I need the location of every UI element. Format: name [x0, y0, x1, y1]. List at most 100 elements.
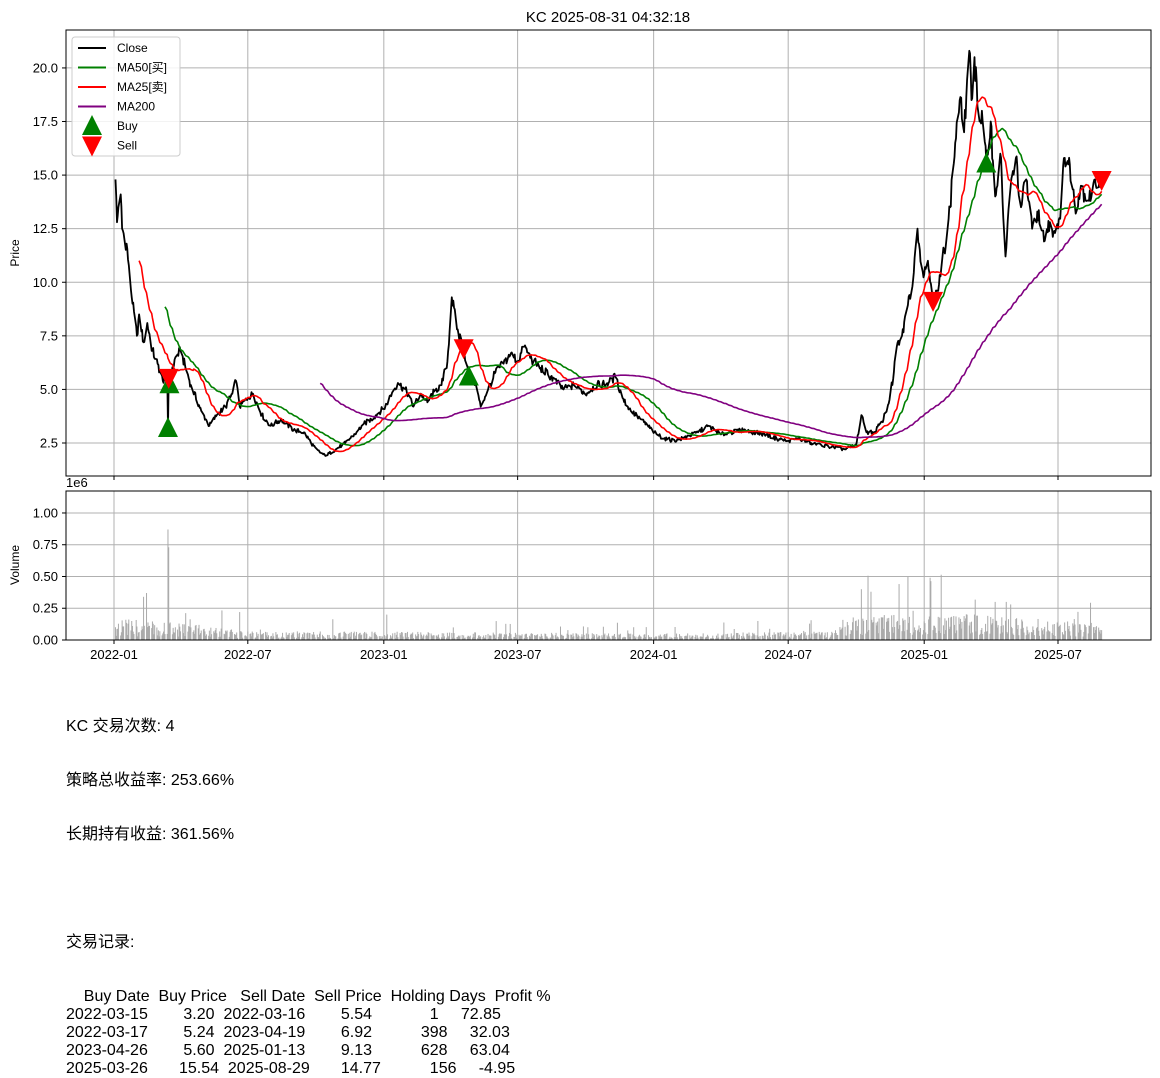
legend-label: MA25[卖] — [117, 80, 167, 94]
axes: 2022-01 2022-07 2023-01 2023-07 2024-01 2024-… — [33, 60, 1082, 662]
volume-bar — [415, 634, 417, 640]
volume-bar — [410, 633, 412, 640]
volume-bar — [348, 637, 350, 640]
volume-bar — [117, 623, 119, 640]
volume-bar — [965, 614, 967, 640]
volume-bar — [334, 636, 336, 640]
volume-bar — [956, 630, 958, 640]
volume-bar — [302, 634, 304, 640]
volume-bar — [707, 636, 709, 640]
price-ytick-label: 20.0 — [33, 60, 58, 75]
volume-bar — [376, 636, 378, 640]
volume-bar — [764, 632, 766, 640]
volume-bar — [832, 633, 834, 640]
volume-bar — [200, 630, 202, 640]
volume-bar — [789, 636, 791, 640]
volume-bar — [1077, 611, 1079, 640]
volume-bar — [1090, 602, 1092, 640]
volume-bar — [751, 636, 753, 640]
volume-bar — [907, 576, 909, 640]
volume-bar — [233, 634, 235, 640]
volume-bar — [219, 636, 221, 640]
volume-bar — [386, 614, 388, 640]
volume-bar — [654, 637, 656, 640]
volume-bar — [982, 633, 984, 640]
volume-bar — [1058, 626, 1060, 640]
volume-bar — [261, 635, 263, 640]
volume-bar — [503, 637, 505, 640]
volume-bar — [214, 632, 216, 640]
volume-bar — [742, 632, 744, 640]
volume-bar — [594, 635, 596, 640]
volume-bar — [949, 626, 951, 640]
volume-bar — [432, 636, 434, 640]
volume-bar — [147, 622, 149, 640]
volume-bar — [1062, 634, 1064, 640]
volume-bar — [297, 633, 299, 640]
volume-bar — [479, 636, 481, 640]
volume-bar — [685, 635, 687, 640]
volume-bar — [468, 636, 470, 640]
volume-bar — [1007, 633, 1009, 640]
volume-bar — [609, 638, 611, 640]
volume-bar — [146, 593, 148, 640]
volume-bar — [396, 631, 398, 640]
volume-bar — [1101, 630, 1103, 640]
volume-bar — [302, 637, 304, 640]
volume-bar — [225, 631, 227, 640]
volume-bar — [613, 633, 615, 640]
volume-bar — [856, 630, 858, 640]
volume-bar — [603, 634, 605, 640]
volume-bar — [120, 632, 122, 640]
volume-bar — [257, 633, 259, 640]
volume-bar — [166, 633, 168, 640]
volume-bar — [340, 637, 342, 640]
volume-bar — [908, 622, 910, 640]
volume-bar — [177, 629, 179, 640]
volume-bar — [975, 631, 977, 640]
trade-table: 2022-03-15 3.20 2022-03-16 5.54 1 72.85 2… — [66, 1006, 551, 1077]
volume-bar — [1064, 630, 1066, 640]
volume-bar — [835, 632, 837, 640]
volume-bar — [252, 632, 254, 640]
volume-bar — [1063, 635, 1065, 640]
volume-bar — [1058, 626, 1060, 640]
volume-bar — [265, 631, 267, 640]
volume-bar — [892, 632, 894, 640]
volume-bar — [676, 637, 678, 640]
volume-bar — [1041, 630, 1043, 640]
volume-bar — [808, 634, 810, 640]
volume-bar — [593, 634, 595, 640]
volume-bar — [939, 633, 941, 640]
volume-bar — [659, 634, 661, 640]
sell-marker — [453, 339, 474, 360]
volume-bar — [452, 627, 454, 640]
volume-ylabel: Volume — [8, 545, 22, 585]
volume-bar — [769, 637, 771, 640]
volume-bar — [726, 637, 728, 640]
volume-bar — [324, 638, 326, 640]
volume-bar — [1073, 619, 1075, 640]
volume-bar — [1002, 625, 1004, 640]
backtest-summary: KC 交易次数: 4 策略总收益率: 253.66% 长期持有收益: 361.5… — [66, 682, 551, 1077]
volume-bar — [592, 637, 594, 640]
volume-bar — [267, 635, 269, 640]
volume-bar — [1031, 632, 1033, 640]
volume-bar — [711, 637, 713, 640]
volume-bar — [628, 633, 630, 640]
volume-bar — [483, 637, 485, 640]
volume-bar — [1010, 604, 1012, 640]
volume-bar — [790, 633, 792, 640]
volume-bar — [192, 632, 194, 640]
volume-bar — [619, 634, 621, 640]
volume-bar — [190, 627, 192, 640]
volume-bar — [578, 636, 580, 640]
price-ytick-label: 5.0 — [40, 382, 58, 397]
volume-bar — [985, 631, 987, 640]
volume-bar — [571, 637, 573, 640]
volume-bar — [669, 636, 671, 640]
volume-bar — [199, 633, 201, 640]
volume-bar — [749, 635, 751, 640]
volume-bar — [1044, 626, 1046, 640]
volume-bar — [980, 629, 982, 640]
